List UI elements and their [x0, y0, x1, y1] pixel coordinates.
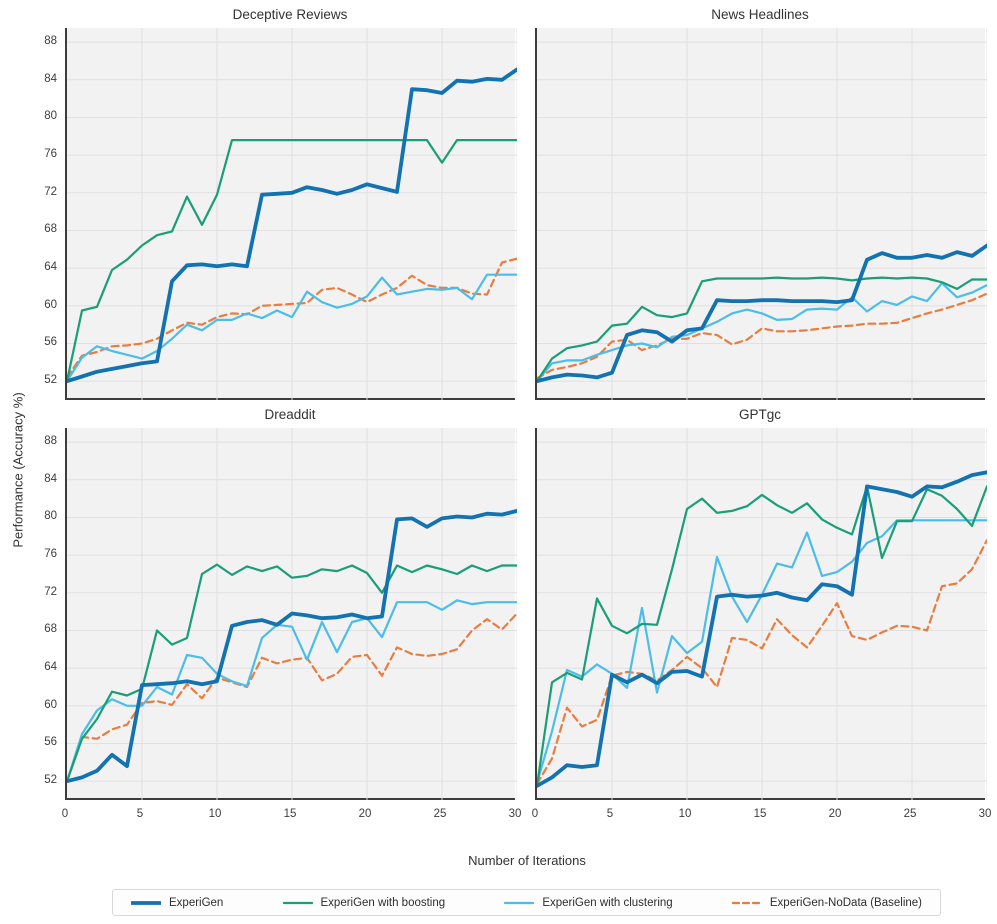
y-tick-label-84: 84: [44, 72, 57, 85]
series-line-experigen-with-boosting: [537, 485, 987, 787]
chart-title-dreaddit: Dreaddit: [264, 407, 316, 422]
plot-news-headlines: [535, 28, 987, 400]
plot-svg-deceptive-reviews: [67, 28, 517, 400]
series-line-experigen-nodata-baseline: [537, 292, 987, 380]
y-tick-label-64: 64: [44, 661, 57, 674]
y-tick-label-68: 68: [44, 623, 57, 636]
legend-item-experigen-with-boosting: ExperiGen with boosting: [282, 896, 446, 909]
y-tick-label-68: 68: [44, 223, 57, 236]
x-tick-label-15: 15: [283, 808, 297, 820]
x-tick-label-10: 10: [678, 808, 692, 820]
series-line-experigen: [537, 243, 987, 384]
legend-label: ExperiGen with clustering: [542, 896, 673, 909]
y-tick-label-60: 60: [44, 298, 57, 311]
y-tick-label-52: 52: [44, 374, 57, 387]
x-tick-label-20: 20: [828, 808, 842, 820]
plot-dreaddit: [65, 428, 517, 800]
y-tick-label-76: 76: [44, 548, 57, 561]
series-line-experigen-with-clustering: [67, 599, 517, 783]
legend-label: ExperiGen-NoData (Baseline): [769, 896, 922, 909]
x-tick-label-5: 5: [606, 808, 614, 820]
y-tick-label-72: 72: [44, 585, 57, 598]
x-axis-label: Number of Iterations: [468, 853, 586, 868]
y-tick-label-84: 84: [44, 472, 57, 485]
y-tick-label-56: 56: [44, 336, 57, 349]
x-tick-label-25: 25: [903, 808, 917, 820]
y-tick-label-80: 80: [44, 510, 57, 523]
legend-swatch-experigen: [131, 900, 161, 905]
legend-item-experigen-with-clustering: ExperiGen with clustering: [504, 896, 673, 909]
series-line-experigen: [67, 67, 517, 384]
x-tick-label-5: 5: [136, 808, 144, 820]
plot-svg-gptgc: [537, 428, 987, 800]
y-tick-label-76: 76: [44, 148, 57, 161]
x-tick-label-30: 30: [508, 808, 522, 820]
series-line-experigen-nodata-baseline: [67, 257, 517, 379]
x-tick-label-0: 0: [61, 808, 69, 820]
series-line-experigen-nodata-baseline: [537, 538, 987, 786]
y-tick-label-64: 64: [44, 261, 57, 274]
series-line-experigen-with-boosting: [537, 276, 987, 383]
y-tick-label-88: 88: [44, 435, 57, 448]
y-tick-label-52: 52: [44, 774, 57, 787]
y-tick-label-56: 56: [44, 736, 57, 749]
chart-title-news-headlines: News Headlines: [711, 7, 809, 22]
legend-swatch-experigen-with-clustering: [504, 901, 535, 904]
x-tick-label-20: 20: [358, 808, 372, 820]
y-tick-label-60: 60: [44, 698, 57, 711]
legend-label: ExperiGen with boosting: [320, 896, 446, 909]
y-axis-label: Performance (Accuracy %): [10, 392, 26, 548]
series-line-experigen-with-clustering: [537, 282, 987, 383]
chart-title-deceptive-reviews: Deceptive Reviews: [232, 7, 348, 22]
plot-svg-news-headlines: [537, 28, 987, 400]
x-tick-label-30: 30: [978, 808, 992, 820]
y-tick-label-80: 80: [44, 110, 57, 123]
x-tick-label-0: 0: [531, 808, 539, 820]
plot-svg-dreaddit: [67, 428, 517, 800]
legend-item-experigen: ExperiGen: [131, 897, 223, 909]
series-line-experigen-with-clustering: [67, 273, 517, 383]
legend-swatch-experigen-nodata-baseline: [731, 901, 762, 904]
plot-gptgc: [535, 428, 987, 800]
x-tick-label-10: 10: [208, 808, 222, 820]
legend-swatch-experigen-with-boosting: [282, 901, 313, 904]
series-line-experigen-nodata-baseline: [67, 612, 517, 783]
x-tick-label-15: 15: [753, 808, 767, 820]
chart-title-gptgc: GPTgc: [738, 407, 781, 422]
series-line-experigen-with-boosting: [67, 138, 517, 383]
x-tick-label-25: 25: [433, 808, 447, 820]
legend-item-experigen-nodata-baseline: ExperiGen-NoData (Baseline): [731, 896, 922, 909]
legend-box: ExperiGen ExperiGen with boosting Experi…: [112, 889, 941, 916]
y-tick-label-72: 72: [44, 185, 57, 198]
series-line-experigen: [537, 470, 987, 788]
legend-label: ExperiGen: [169, 896, 224, 909]
y-tick-label-88: 88: [44, 35, 57, 48]
series-line-experigen: [67, 509, 517, 784]
plot-deceptive-reviews: [65, 28, 517, 400]
